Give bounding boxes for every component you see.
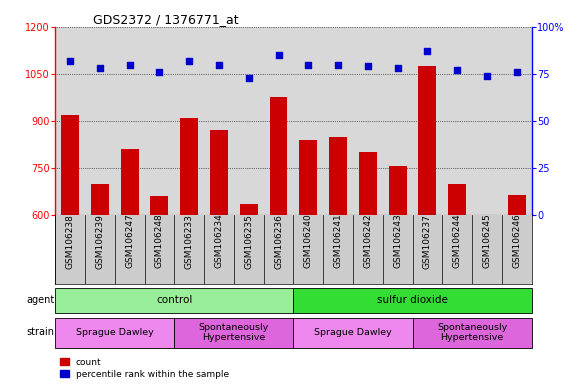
Text: Spontaneously
Hypertensive: Spontaneously Hypertensive bbox=[199, 323, 269, 342]
Bar bbox=[240, 204, 258, 215]
Point bbox=[155, 69, 164, 75]
Point bbox=[482, 73, 492, 79]
Text: agent: agent bbox=[26, 295, 55, 305]
Bar bbox=[413, 318, 532, 348]
Text: Spontaneously
Hypertensive: Spontaneously Hypertensive bbox=[437, 323, 507, 342]
Bar bbox=[55, 318, 174, 348]
Bar bbox=[293, 318, 413, 348]
Text: GDS2372 / 1376771_at: GDS2372 / 1376771_at bbox=[94, 13, 239, 26]
Point bbox=[423, 48, 432, 55]
Bar bbox=[180, 118, 198, 215]
Bar bbox=[61, 115, 79, 215]
Text: control: control bbox=[156, 295, 192, 305]
Point bbox=[304, 61, 313, 68]
Bar bbox=[389, 166, 407, 215]
Text: strain: strain bbox=[27, 328, 55, 338]
Bar bbox=[299, 140, 317, 215]
Bar bbox=[210, 131, 228, 215]
Point bbox=[185, 58, 194, 64]
Bar bbox=[449, 184, 466, 215]
Point bbox=[363, 63, 372, 70]
Point bbox=[244, 74, 253, 81]
Point bbox=[512, 69, 521, 75]
Point bbox=[214, 61, 224, 68]
Bar bbox=[329, 137, 347, 215]
Bar bbox=[91, 184, 109, 215]
Bar bbox=[121, 149, 139, 215]
Bar bbox=[55, 288, 293, 313]
Text: Sprague Dawley: Sprague Dawley bbox=[76, 328, 153, 337]
Point bbox=[125, 61, 134, 68]
Bar bbox=[174, 318, 293, 348]
Point bbox=[95, 65, 105, 71]
Bar bbox=[150, 196, 168, 215]
Point bbox=[274, 52, 283, 58]
Text: Sprague Dawley: Sprague Dawley bbox=[314, 328, 392, 337]
Bar bbox=[418, 66, 436, 215]
Legend: count, percentile rank within the sample: count, percentile rank within the sample bbox=[60, 358, 229, 379]
Point bbox=[453, 67, 462, 73]
Bar bbox=[270, 98, 288, 215]
Bar bbox=[359, 152, 376, 215]
Point bbox=[333, 61, 343, 68]
Point bbox=[66, 58, 75, 64]
Point bbox=[393, 65, 402, 71]
Bar bbox=[293, 288, 532, 313]
Text: sulfur dioxide: sulfur dioxide bbox=[377, 295, 448, 305]
Bar bbox=[508, 195, 526, 215]
